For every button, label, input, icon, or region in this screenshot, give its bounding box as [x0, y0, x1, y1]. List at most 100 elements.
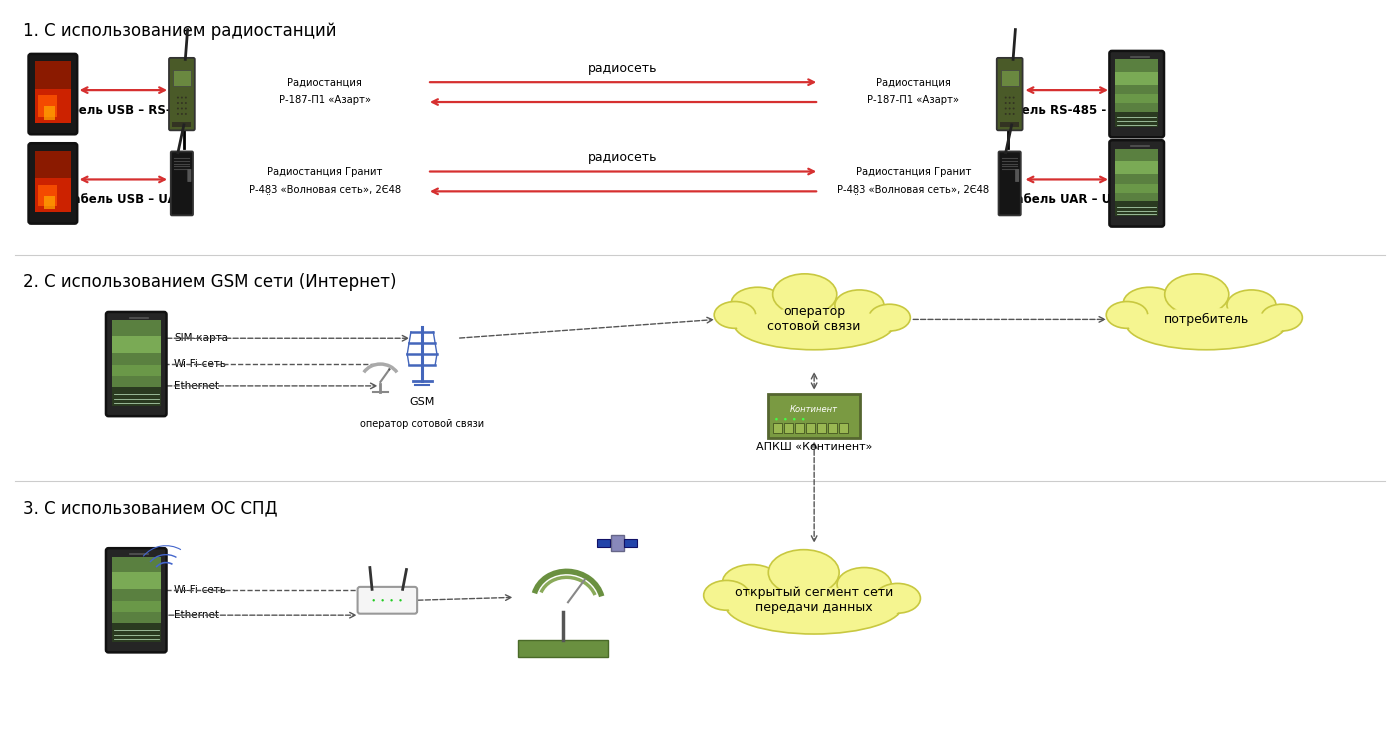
FancyBboxPatch shape: [1116, 60, 1158, 126]
Ellipse shape: [875, 583, 920, 613]
FancyBboxPatch shape: [839, 423, 848, 432]
FancyBboxPatch shape: [38, 95, 56, 117]
Text: оператор
сотовой связи: оператор сотовой связи: [767, 305, 861, 333]
Ellipse shape: [736, 308, 892, 345]
Text: Ethernet: Ethernet: [174, 610, 218, 620]
Circle shape: [185, 107, 186, 109]
Text: радиосеть: радиосеть: [588, 151, 658, 164]
Text: Кабель USB – UAR: Кабель USB – UAR: [63, 193, 186, 206]
Text: Кабель RS-485 - USB: Кабель RS-485 - USB: [997, 104, 1138, 117]
FancyBboxPatch shape: [112, 336, 161, 353]
FancyBboxPatch shape: [1015, 169, 1019, 182]
Text: Р-187-П1 «Азарт»: Р-187-П1 «Азарт»: [279, 95, 371, 105]
FancyBboxPatch shape: [172, 122, 192, 126]
FancyBboxPatch shape: [171, 152, 193, 215]
Ellipse shape: [869, 304, 910, 331]
Text: Кабель UAR – USB: Кабель UAR – USB: [1005, 193, 1128, 206]
Circle shape: [176, 107, 179, 109]
Circle shape: [784, 418, 787, 420]
Text: 3. С использованием ОС СПД: 3. С использованием ОС СПД: [22, 499, 277, 517]
FancyBboxPatch shape: [1116, 202, 1158, 217]
FancyBboxPatch shape: [112, 387, 161, 405]
Ellipse shape: [731, 287, 784, 319]
Text: Радиостанция Гранит: Радиостанция Гранит: [855, 167, 972, 176]
FancyBboxPatch shape: [169, 58, 195, 130]
FancyBboxPatch shape: [112, 365, 161, 376]
Text: Wi-Fi-сеть: Wi-Fi-сеть: [174, 586, 227, 595]
FancyBboxPatch shape: [1116, 143, 1158, 149]
FancyBboxPatch shape: [38, 185, 56, 206]
FancyBboxPatch shape: [112, 623, 161, 642]
Circle shape: [388, 368, 391, 371]
FancyBboxPatch shape: [818, 423, 826, 432]
Ellipse shape: [834, 290, 883, 320]
Circle shape: [181, 102, 183, 104]
Ellipse shape: [1261, 304, 1302, 331]
FancyBboxPatch shape: [784, 423, 794, 432]
Circle shape: [176, 97, 179, 98]
Circle shape: [381, 599, 384, 601]
FancyBboxPatch shape: [1109, 51, 1163, 137]
FancyBboxPatch shape: [795, 423, 804, 432]
Circle shape: [1005, 107, 1007, 109]
FancyBboxPatch shape: [112, 601, 161, 612]
FancyBboxPatch shape: [612, 535, 624, 551]
FancyBboxPatch shape: [1116, 54, 1158, 60]
Text: Радиостанция Гранит: Радиостанция Гранит: [267, 167, 382, 176]
FancyBboxPatch shape: [28, 54, 77, 134]
Text: Континент: Континент: [790, 405, 839, 414]
Circle shape: [1005, 113, 1007, 115]
Text: оператор сотовой связи: оператор сотовой связи: [360, 419, 484, 429]
FancyBboxPatch shape: [35, 151, 71, 212]
Ellipse shape: [773, 274, 837, 315]
Text: 2. С использованием GSM сети (Интернет): 2. С использованием GSM сети (Интернет): [22, 273, 396, 291]
Text: SIM-карта: SIM-карта: [174, 333, 228, 343]
Ellipse shape: [1165, 274, 1229, 315]
Ellipse shape: [1226, 290, 1275, 320]
Text: радиосеть: радиосеть: [588, 62, 658, 75]
FancyBboxPatch shape: [773, 423, 783, 432]
Text: Радиостанция: Радиостанция: [876, 77, 951, 87]
FancyBboxPatch shape: [1116, 149, 1158, 217]
Ellipse shape: [722, 565, 781, 600]
Text: Р-48̤3 «Волновая сеть», 2Є48: Р-48̤3 «Волновая сеть», 2Є48: [249, 185, 400, 194]
Circle shape: [185, 113, 186, 115]
Circle shape: [181, 113, 183, 115]
Circle shape: [1012, 97, 1015, 98]
Text: потребитель: потребитель: [1163, 313, 1249, 326]
FancyBboxPatch shape: [806, 423, 815, 432]
Text: Р-48̤3 «Волновая сеть», 2Є48: Р-48̤3 «Волновая сеть», 2Є48: [837, 185, 990, 194]
Circle shape: [176, 113, 179, 115]
FancyBboxPatch shape: [1000, 122, 1019, 126]
Text: открытый сегмент сети
передачи данных: открытый сегмент сети передачи данных: [735, 586, 893, 615]
Circle shape: [1008, 107, 1011, 109]
FancyBboxPatch shape: [106, 312, 167, 416]
Circle shape: [1008, 97, 1011, 98]
FancyBboxPatch shape: [188, 169, 192, 182]
FancyBboxPatch shape: [35, 61, 71, 123]
Circle shape: [181, 107, 183, 109]
FancyBboxPatch shape: [174, 71, 190, 86]
FancyBboxPatch shape: [1116, 94, 1158, 103]
Ellipse shape: [714, 301, 756, 328]
FancyBboxPatch shape: [35, 89, 71, 123]
FancyBboxPatch shape: [1116, 71, 1158, 85]
FancyBboxPatch shape: [43, 106, 55, 120]
FancyBboxPatch shape: [1109, 140, 1163, 227]
Circle shape: [185, 97, 186, 98]
Text: АПКШ «Континент»: АПКШ «Континент»: [756, 443, 872, 452]
FancyBboxPatch shape: [827, 423, 837, 432]
Ellipse shape: [837, 568, 892, 601]
Circle shape: [181, 97, 183, 98]
FancyBboxPatch shape: [596, 539, 610, 547]
Circle shape: [1012, 102, 1015, 104]
Ellipse shape: [1126, 298, 1287, 350]
Circle shape: [1012, 107, 1015, 109]
Circle shape: [391, 599, 393, 601]
FancyBboxPatch shape: [28, 144, 77, 224]
Circle shape: [1005, 97, 1007, 98]
FancyBboxPatch shape: [518, 640, 608, 657]
Text: Wi-Fi-сеть: Wi-Fi-сеть: [174, 359, 227, 369]
Text: 1. С использованием радиостанций: 1. С использованием радиостанций: [22, 22, 336, 39]
FancyBboxPatch shape: [769, 394, 860, 437]
